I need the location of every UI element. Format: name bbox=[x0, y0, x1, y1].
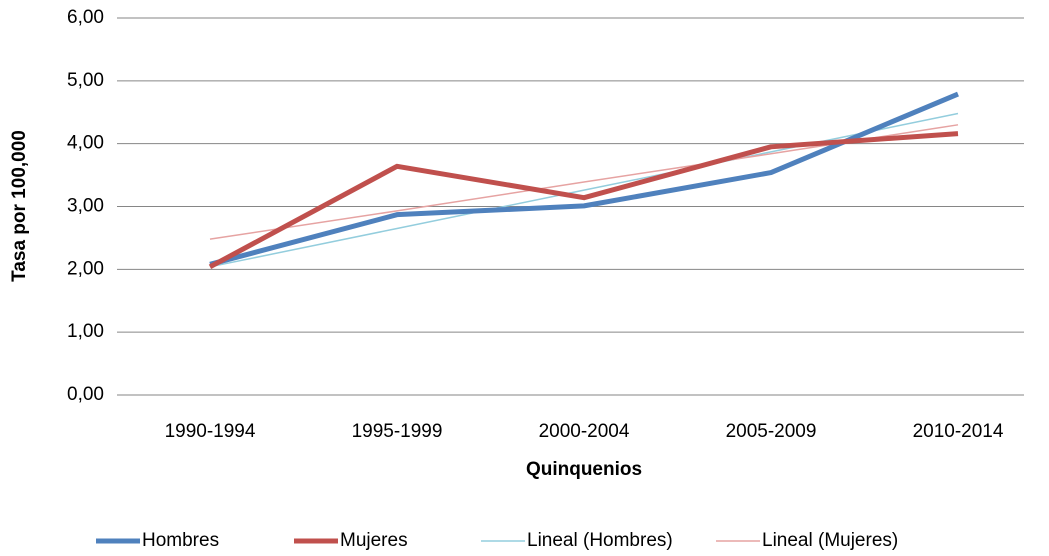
x-tick-label: 2000-2004 bbox=[539, 421, 630, 442]
series-line bbox=[209, 112, 959, 268]
legend-label: Lineal (Mujeres) bbox=[762, 530, 898, 551]
x-tick-label: 1995-1999 bbox=[352, 421, 443, 442]
y-tick-label: 1,00 bbox=[67, 321, 104, 342]
y-tick-label: 4,00 bbox=[67, 133, 104, 154]
series-line bbox=[208, 131, 959, 270]
x-tick-label: 2005-2009 bbox=[726, 421, 817, 442]
x-axis-title: Quinquenios bbox=[526, 459, 642, 480]
x-tick-label: 1990-1994 bbox=[165, 421, 256, 442]
legend-label: Hombres bbox=[142, 530, 219, 551]
y-tick-label: 0,00 bbox=[67, 384, 104, 405]
x-tick-label: 2010-2014 bbox=[913, 421, 1004, 442]
y-tick-label: 6,00 bbox=[67, 7, 104, 28]
series-line bbox=[209, 91, 959, 267]
y-tick-label: 5,00 bbox=[67, 70, 104, 91]
legend-label: Lineal (Hombres) bbox=[527, 530, 673, 551]
legend-label: Mujeres bbox=[340, 530, 408, 551]
y-tick-label: 2,00 bbox=[67, 258, 104, 279]
y-axis-title: Tasa por 100,000 bbox=[9, 130, 30, 282]
y-tick-label: 3,00 bbox=[67, 196, 104, 217]
